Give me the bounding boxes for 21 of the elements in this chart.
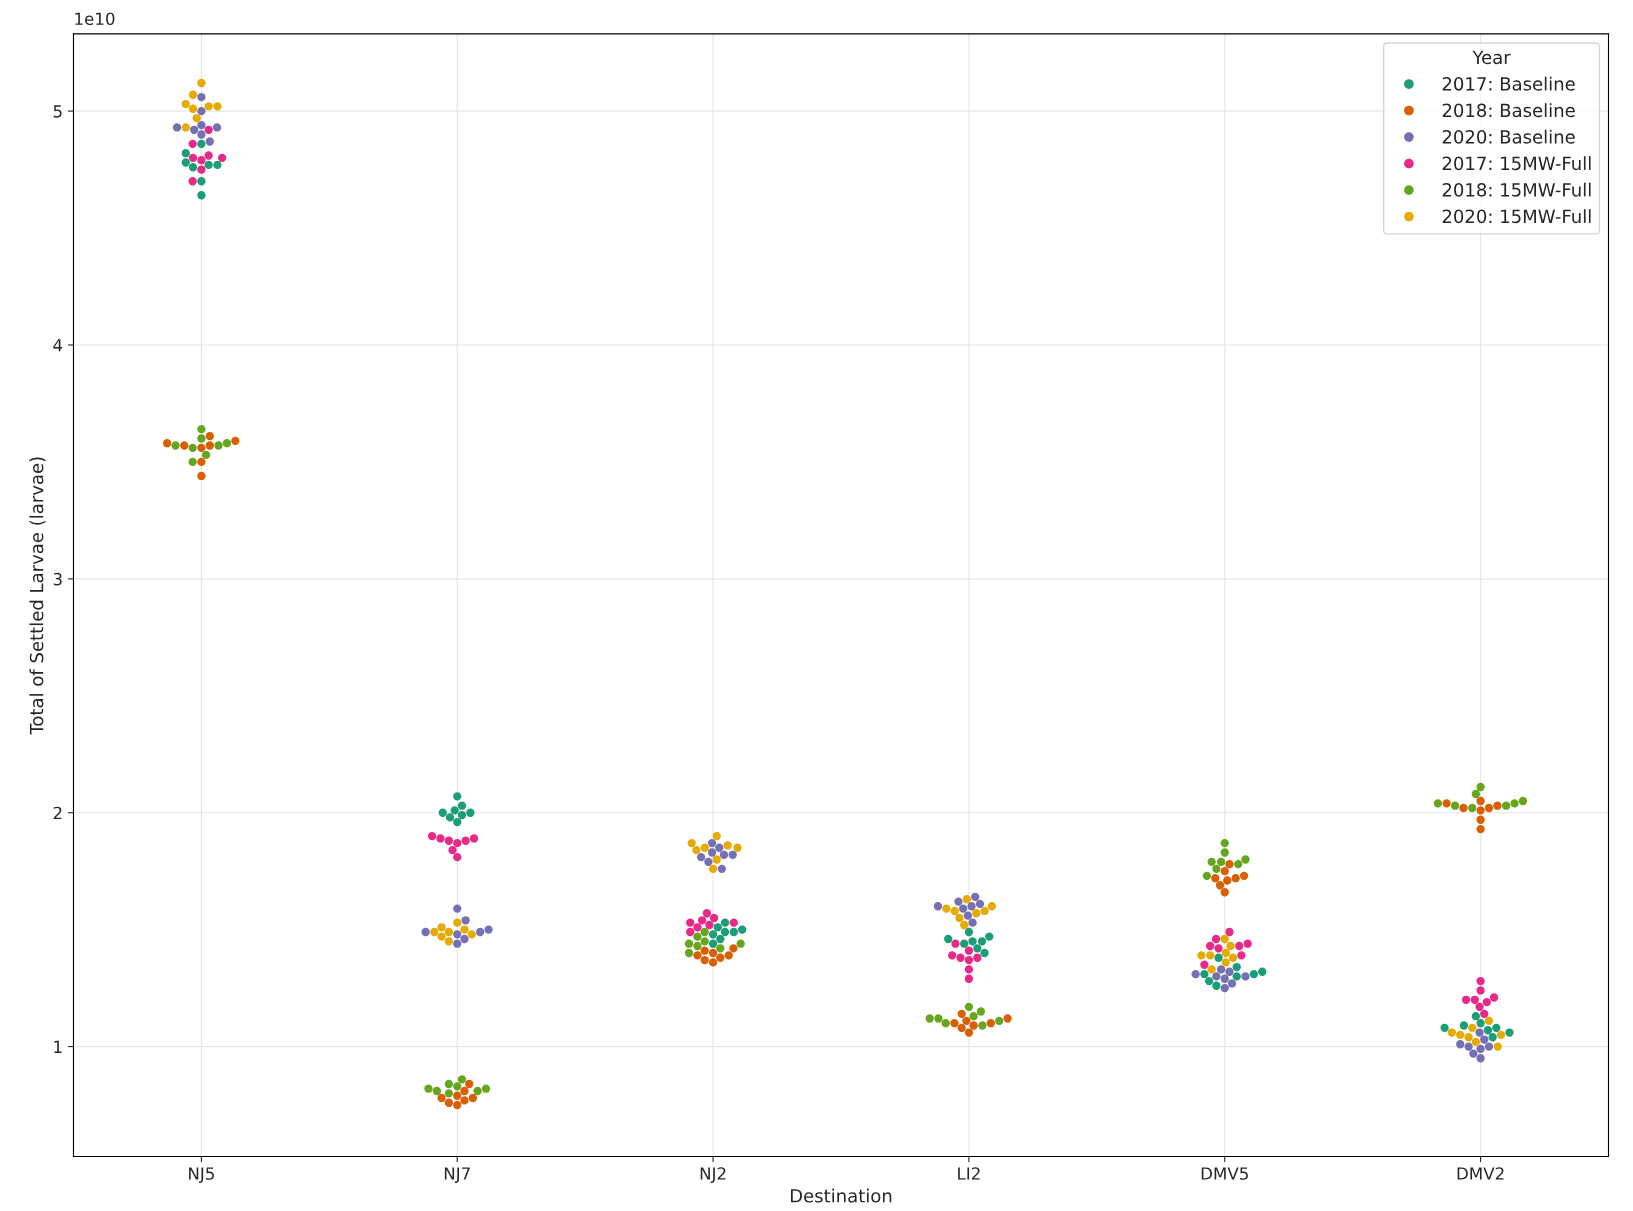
y-tick-label: 4 [53, 339, 63, 352]
y-tick-label: 2 [53, 806, 62, 820]
x-tick-label: NJ7 [444, 1167, 470, 1183]
x-tick-label: DMV5 [1201, 1167, 1248, 1180]
x-tick-label: DMV2 [1457, 1167, 1504, 1180]
y-axis-title: Total of Settled Larvae (larvae) [29, 457, 46, 735]
legend-title: Year [1472, 50, 1511, 65]
legend-label: 2020: 15MW-Full [1442, 209, 1591, 224]
legend-label: 2017: 15MW-Full [1442, 156, 1591, 171]
y-tick-label: 3 [53, 572, 62, 586]
legend-label: 2018: 15MW-Full [1442, 182, 1591, 197]
text: 1e10 [75, 12, 115, 26]
legend-label: 2020: Baseline [1442, 129, 1575, 144]
y-tick-label: 5 [53, 105, 62, 118]
x-tick-label: LI2 [958, 1167, 980, 1180]
y-tick-label: 1 [54, 1040, 62, 1053]
x-tick-label: NJ2 [700, 1167, 726, 1183]
x-tick-label: NJ5 [189, 1167, 214, 1183]
legend-label: 2017: Baseline [1442, 76, 1575, 91]
legend-label: 2018: Baseline [1442, 103, 1575, 118]
x-axis-title: Destination [790, 1188, 892, 1203]
